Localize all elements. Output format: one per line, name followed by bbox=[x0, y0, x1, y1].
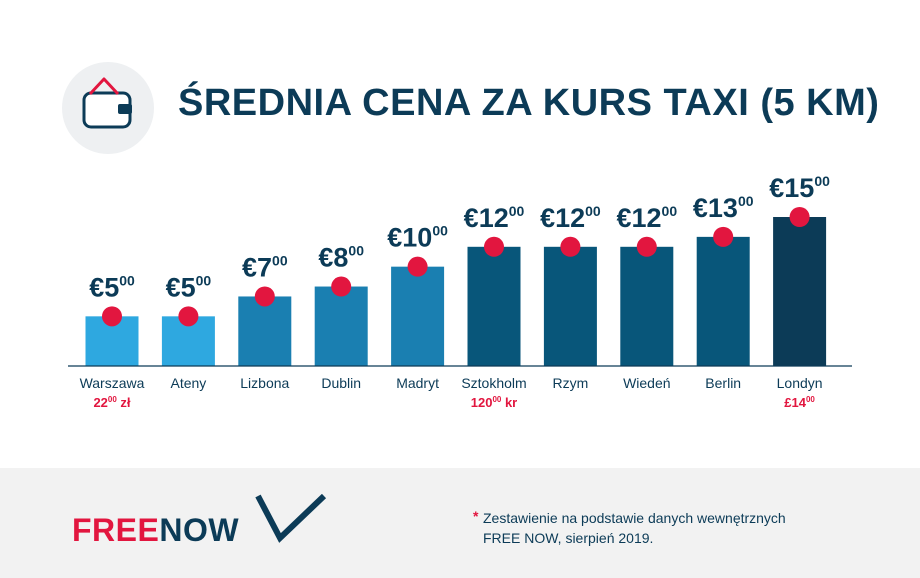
value-label: €700 bbox=[242, 252, 288, 282]
category-label: Ateny bbox=[170, 375, 206, 391]
value-label: €1000 bbox=[387, 223, 448, 253]
bar-marker bbox=[407, 256, 428, 277]
bar-marker bbox=[254, 286, 275, 307]
category-label: Madryt bbox=[396, 375, 439, 391]
footer: FREENOW * Zestawienie na podstawie danyc… bbox=[0, 468, 920, 578]
category-label: Dublin bbox=[321, 375, 361, 391]
bar-chart: €500 Warszawa 2200 zł €500 Ateny €700 Lizbona €… bbox=[68, 173, 852, 410]
freenow-logo: FREENOW bbox=[72, 512, 239, 549]
bar-marker bbox=[178, 306, 199, 327]
category-label: Lizbona bbox=[240, 375, 289, 391]
bar-marker bbox=[102, 306, 122, 327]
logo-now: NOW bbox=[159, 512, 240, 548]
logo-free: FREE bbox=[72, 512, 160, 548]
bar-marker bbox=[636, 236, 657, 257]
value-label: €1200 bbox=[540, 203, 601, 233]
category-label: Londyn bbox=[777, 375, 823, 391]
category-label: Wiedeń bbox=[623, 375, 670, 391]
bar bbox=[467, 246, 521, 366]
value-label: €1300 bbox=[693, 193, 754, 223]
footnote: * Zestawienie na podstawie danych wewnęt… bbox=[473, 508, 786, 548]
logo-chevron-icon bbox=[255, 494, 326, 543]
value-label: €500 bbox=[89, 272, 135, 302]
bar bbox=[391, 266, 445, 366]
value-label: €1500 bbox=[769, 173, 830, 203]
bar-marker bbox=[560, 236, 581, 257]
value-label: €500 bbox=[166, 272, 212, 302]
footnote-line-1: Zestawienie na podstawie danych wewnętrz… bbox=[483, 510, 786, 526]
category-label: Rzym bbox=[553, 375, 589, 391]
category-label: Warszawa bbox=[80, 375, 145, 391]
value-label: €800 bbox=[318, 243, 364, 273]
bar bbox=[543, 246, 597, 366]
chart-title: ŚREDNIA CENA ZA KURS TAXI (5 KM) bbox=[178, 82, 880, 124]
local-price-label: 2200 zł bbox=[93, 395, 130, 410]
footnote-star: * bbox=[473, 508, 479, 524]
bar-marker bbox=[789, 207, 810, 227]
bar bbox=[238, 296, 292, 366]
bar bbox=[696, 236, 750, 366]
local-price-label: 12000 kr bbox=[471, 395, 518, 410]
bar bbox=[773, 217, 827, 366]
bar-marker bbox=[713, 226, 734, 247]
category-label: Sztokholm bbox=[461, 375, 526, 391]
wallet-receipt-icon bbox=[62, 62, 154, 154]
value-label: €1200 bbox=[464, 203, 525, 233]
bar-marker bbox=[331, 276, 352, 297]
bar bbox=[314, 286, 368, 366]
bar bbox=[620, 246, 674, 366]
local-price-label: £1400 bbox=[784, 395, 815, 410]
category-label: Berlin bbox=[705, 375, 741, 391]
bar-marker bbox=[484, 236, 504, 257]
footnote-line-2: FREE NOW, sierpień 2019. bbox=[483, 530, 654, 546]
value-label: €1200 bbox=[616, 203, 677, 233]
